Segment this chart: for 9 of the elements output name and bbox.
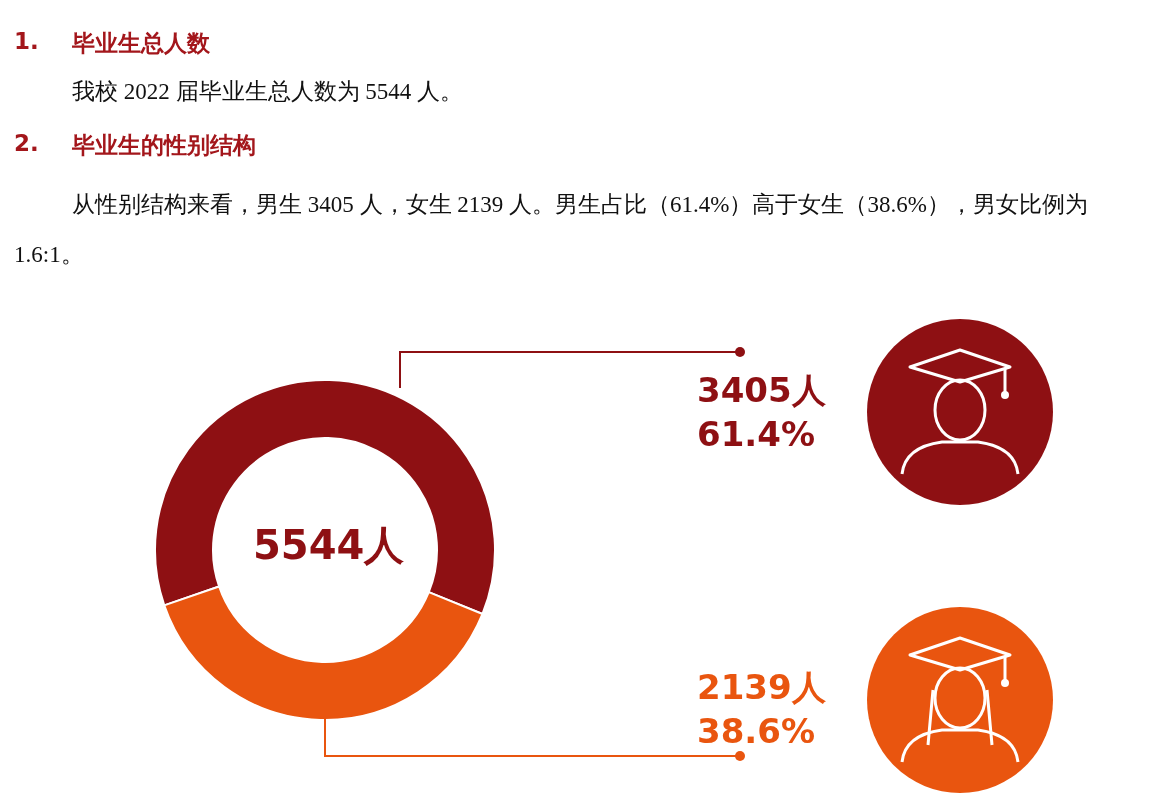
text: 毕业生总人数 (72, 29, 210, 58)
text: 毕业生的性别结构 (72, 131, 256, 160)
data-label: 3405人 61.4% (697, 370, 827, 454)
text: 1. (14, 28, 39, 54)
text: 从性别结构来看，男生 3405 人，女生 2139 人。男生占比（61.4%）高于女生（38.6%），男女比例为 1.6:1。 (14, 191, 1089, 269)
text: 2. (14, 130, 39, 156)
text: 我校 2022 届毕业生总人数为 5544 人。 (72, 78, 463, 106)
text: 5544人 (253, 522, 406, 568)
data-label: 2139人 38.6% (697, 667, 827, 751)
